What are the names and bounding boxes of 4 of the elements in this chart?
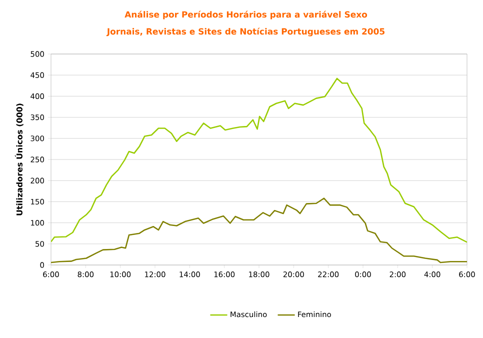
chart-subtitle: Jornais, Revistas e Sites de Notícias Portugueses em 2005 bbox=[106, 28, 384, 36]
line-series bbox=[51, 198, 468, 264]
line-series bbox=[51, 78, 468, 243]
chart-title: Análise por Períodos Horários para a variável Sexo bbox=[124, 10, 368, 20]
